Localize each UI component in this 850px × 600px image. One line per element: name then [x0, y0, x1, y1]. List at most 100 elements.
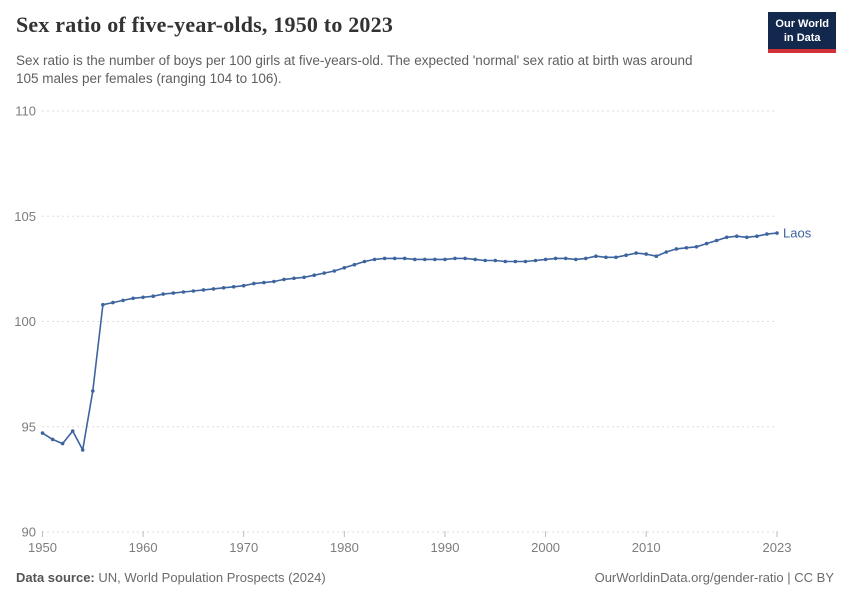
y-axis-tick-label: 100: [14, 314, 36, 329]
x-axis-tick-label: 2023: [763, 540, 792, 555]
y-axis-tick-label: 90: [22, 525, 36, 540]
data-point: [644, 252, 648, 256]
data-point: [231, 285, 236, 289]
data-point: [111, 300, 115, 305]
owid-logo[interactable]: Our World in Data: [768, 12, 836, 53]
data-point: [252, 281, 256, 286]
data-point: [523, 259, 528, 264]
data-point: [322, 271, 327, 275]
data-point: [563, 256, 568, 261]
data-point: [483, 258, 488, 263]
data-point: [50, 437, 55, 442]
data-point: [262, 280, 266, 285]
owid-logo-line1: Our World: [775, 18, 829, 30]
data-point: [241, 283, 246, 288]
data-point: [473, 257, 478, 262]
data-point: [272, 279, 276, 284]
data-point: [60, 441, 65, 446]
data-point: [91, 389, 95, 393]
data-point: [211, 287, 216, 291]
series-line: [41, 232, 778, 451]
data-point: [101, 302, 105, 307]
credit-link[interactable]: OurWorldinData.org/gender-ratio | CC BY: [594, 570, 834, 585]
x-axis-tick-label: 2000: [531, 540, 560, 555]
data-point: [694, 245, 699, 249]
data-point: [332, 269, 337, 273]
data-point: [664, 250, 669, 254]
data-point: [553, 256, 558, 261]
data-point: [382, 256, 387, 261]
data-point: [312, 273, 317, 278]
data-point: [171, 291, 176, 295]
data-point: [654, 254, 659, 258]
data-point: [302, 275, 306, 280]
data-point: [402, 256, 407, 261]
x-axis-tick-label: 1960: [129, 540, 158, 555]
data-point: [342, 266, 347, 270]
data-point: [604, 255, 608, 260]
y-axis-tick-label: 105: [14, 209, 36, 224]
x-axis-tick-label: 1950: [28, 540, 57, 555]
data-point: [141, 295, 145, 300]
data-point: [765, 232, 769, 236]
data-point: [533, 258, 538, 263]
chart-subtitle: Sex ratio is the number of boys per 100 …: [16, 53, 693, 87]
data-point: [714, 238, 719, 243]
x-axis-tick-label: 2010: [632, 540, 661, 555]
data-point: [433, 257, 437, 262]
data-point: [201, 288, 206, 292]
data-point: [584, 256, 588, 261]
data-point: [614, 255, 618, 260]
y-axis-tick-label: 110: [15, 104, 36, 119]
data-point: [191, 289, 196, 293]
data-point: [543, 257, 548, 262]
data-source: Data source: UN, World Population Prospe…: [16, 570, 326, 585]
data-point: [493, 258, 498, 263]
data-point: [70, 429, 75, 433]
data-point: [181, 290, 186, 294]
data-point: [775, 231, 779, 235]
data-source-text: UN, World Population Prospects (2024): [94, 570, 326, 585]
data-point: [735, 234, 739, 238]
data-point: [463, 256, 467, 261]
data-point: [80, 448, 85, 452]
data-point: [352, 262, 357, 267]
data-point: [745, 235, 749, 240]
data-point: [724, 235, 729, 240]
data-point: [755, 234, 759, 238]
data-point: [151, 294, 155, 299]
data-point: [574, 257, 578, 262]
x-axis-tick-label: 1990: [431, 540, 460, 555]
data-point: [704, 241, 709, 246]
data-point: [513, 259, 518, 264]
data-point: [413, 257, 417, 262]
x-axis-tick-label: 1970: [229, 540, 258, 555]
data-point: [503, 259, 508, 264]
series-end-label: Laos: [783, 226, 812, 241]
data-point: [684, 246, 689, 250]
data-point: [282, 277, 286, 282]
data-point: [40, 431, 45, 435]
chart-footer: Data source: UN, World Population Prospe…: [0, 570, 850, 586]
owid-logo-line2: in Data: [783, 32, 821, 45]
y-axis-tick-label: 95: [22, 419, 36, 434]
data-point: [161, 292, 165, 296]
data-point: [634, 251, 638, 255]
data-point: [594, 254, 598, 258]
data-point: [372, 257, 377, 262]
data-point: [443, 257, 447, 262]
data-point: [423, 257, 427, 262]
data-point: [221, 286, 226, 290]
x-axis-tick-label: 1980: [330, 540, 359, 555]
data-point: [121, 298, 125, 303]
chart-title: Sex ratio of five-year-olds, 1950 to 202…: [16, 12, 394, 37]
data-point: [131, 296, 135, 301]
data-point: [392, 256, 397, 261]
data-point: [453, 256, 457, 261]
data-point: [362, 259, 367, 264]
data-source-label: Data source:: [16, 570, 95, 585]
data-point: [292, 276, 296, 281]
data-point: [674, 247, 679, 251]
data-point: [624, 253, 628, 257]
